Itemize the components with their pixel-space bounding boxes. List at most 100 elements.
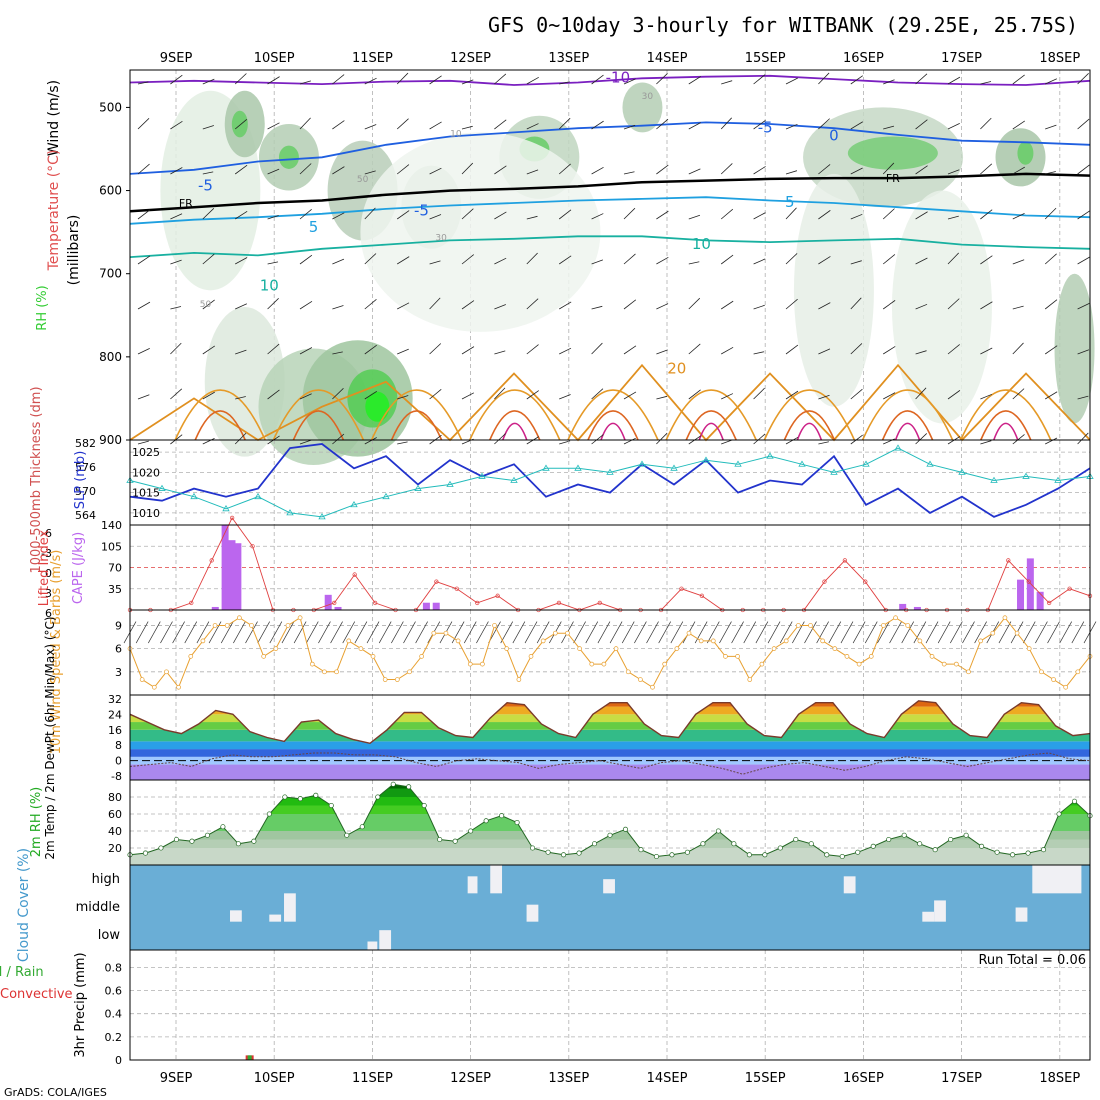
wind-barb xyxy=(558,163,571,175)
isotherm-arch xyxy=(390,410,443,441)
wind-barb xyxy=(170,259,182,265)
contour-label: 50 xyxy=(200,300,212,310)
wind-barb xyxy=(235,303,248,310)
wind-barb xyxy=(1022,621,1036,644)
rh-point xyxy=(204,832,210,838)
wind-barb xyxy=(950,621,963,644)
wind-speed-point xyxy=(443,630,449,636)
bottom-date-label: 17SEP xyxy=(941,1071,982,1086)
wind-barb xyxy=(947,252,959,265)
wind-barb xyxy=(1077,432,1089,445)
rh-point xyxy=(313,792,319,798)
wind-barb xyxy=(299,163,312,175)
wind-barb xyxy=(202,208,215,220)
rh-point xyxy=(437,836,443,843)
y-tick-label: 600 xyxy=(99,184,122,198)
wind-barb xyxy=(719,621,732,644)
wind-barb xyxy=(330,621,343,644)
contour-label: 10 xyxy=(450,130,462,140)
wind-barb xyxy=(235,349,247,355)
lifted-index-point xyxy=(1006,558,1011,563)
cloud-level-label: low xyxy=(98,928,121,943)
top-date-label: 12SEP xyxy=(450,51,491,66)
wind-barb xyxy=(366,621,380,644)
wind10m-panel: 3 6 9 10m Wind Speed & Barbs (m/s) xyxy=(49,550,1097,754)
chart-title: GFS 0~10day 3-hourly for WITBANK (29.25E… xyxy=(488,13,1078,37)
wind-speed-point xyxy=(200,638,206,644)
wind-barb xyxy=(1047,621,1060,644)
cloud-block xyxy=(367,941,378,950)
wind-barb xyxy=(364,124,377,130)
wind-barb xyxy=(753,304,765,310)
wind-barb xyxy=(461,346,475,355)
wind-barb xyxy=(281,621,295,644)
wind-barb xyxy=(1012,342,1024,355)
thickness-point xyxy=(382,492,390,500)
top-date-label: 10SEP xyxy=(254,51,295,66)
wind-barb xyxy=(220,621,234,644)
wind-barb xyxy=(526,390,539,400)
wind-barb xyxy=(785,123,798,130)
isotherm-arch xyxy=(469,389,561,441)
wind-barb xyxy=(980,163,993,175)
wind-barb xyxy=(332,166,345,175)
wind-barb xyxy=(840,621,854,644)
wind-barb xyxy=(494,304,506,310)
wind-barb xyxy=(1012,259,1025,265)
wind-barb xyxy=(234,118,248,130)
cloud-block xyxy=(269,914,282,922)
run-total-label: Run Total = 0.06 xyxy=(978,953,1086,968)
wind-barb xyxy=(1012,213,1025,220)
wind-speed-point xyxy=(638,677,643,682)
lifted-index-point xyxy=(434,579,439,584)
y-tick-label: 80 xyxy=(108,791,122,804)
wind-barb xyxy=(980,209,993,220)
isotherm-arch xyxy=(665,389,757,441)
isotherm-arch xyxy=(174,389,266,441)
wind-barb xyxy=(850,121,863,130)
bottom-date-label: 11SEP xyxy=(352,1071,393,1086)
thickness-point xyxy=(862,460,870,467)
wind-barb xyxy=(980,81,992,85)
wind-barb xyxy=(1045,78,1058,85)
rh-area xyxy=(847,136,938,170)
wind-barb xyxy=(882,300,896,310)
isotherm-5 xyxy=(129,196,1091,225)
wind-barb xyxy=(558,255,572,265)
rh-point xyxy=(483,818,489,824)
lifted-index-point xyxy=(863,579,868,584)
lifted-index-point xyxy=(454,586,459,591)
wind-barb xyxy=(721,439,733,445)
wind-barb xyxy=(785,77,798,85)
isotherm-10 xyxy=(129,235,1091,258)
wind-barb xyxy=(980,393,993,400)
left-tick-label: -6 xyxy=(41,527,52,540)
wind-barb xyxy=(882,254,896,265)
lifted-index-point xyxy=(189,600,194,606)
wind-barb xyxy=(299,208,312,220)
wind-barb xyxy=(196,621,210,644)
top-date-label: 15SEP xyxy=(745,51,786,66)
rh-point xyxy=(406,784,412,790)
wind-speed-point xyxy=(808,623,813,628)
wind-barb xyxy=(305,621,319,644)
wind-barb xyxy=(694,621,708,644)
right-tick-label: 1015 xyxy=(132,487,160,500)
wind-speed-point xyxy=(844,654,850,659)
wind-barb xyxy=(785,298,798,310)
lifted-index-point xyxy=(679,586,684,591)
temp-band xyxy=(130,741,1090,750)
rh-point xyxy=(1071,798,1078,804)
wind-speed-point xyxy=(261,654,267,659)
wind-speed-point xyxy=(893,615,898,621)
wind-barb xyxy=(591,259,604,265)
rh-point xyxy=(762,852,768,858)
left-tick-label: 582 xyxy=(75,437,96,450)
wind-barb xyxy=(137,440,149,445)
rh-point xyxy=(220,824,226,830)
cape-bar xyxy=(221,525,229,610)
isotherm-arch xyxy=(881,410,934,441)
wind-barb xyxy=(235,257,248,265)
wind-speed-point xyxy=(249,623,254,628)
rh-point xyxy=(684,849,690,855)
